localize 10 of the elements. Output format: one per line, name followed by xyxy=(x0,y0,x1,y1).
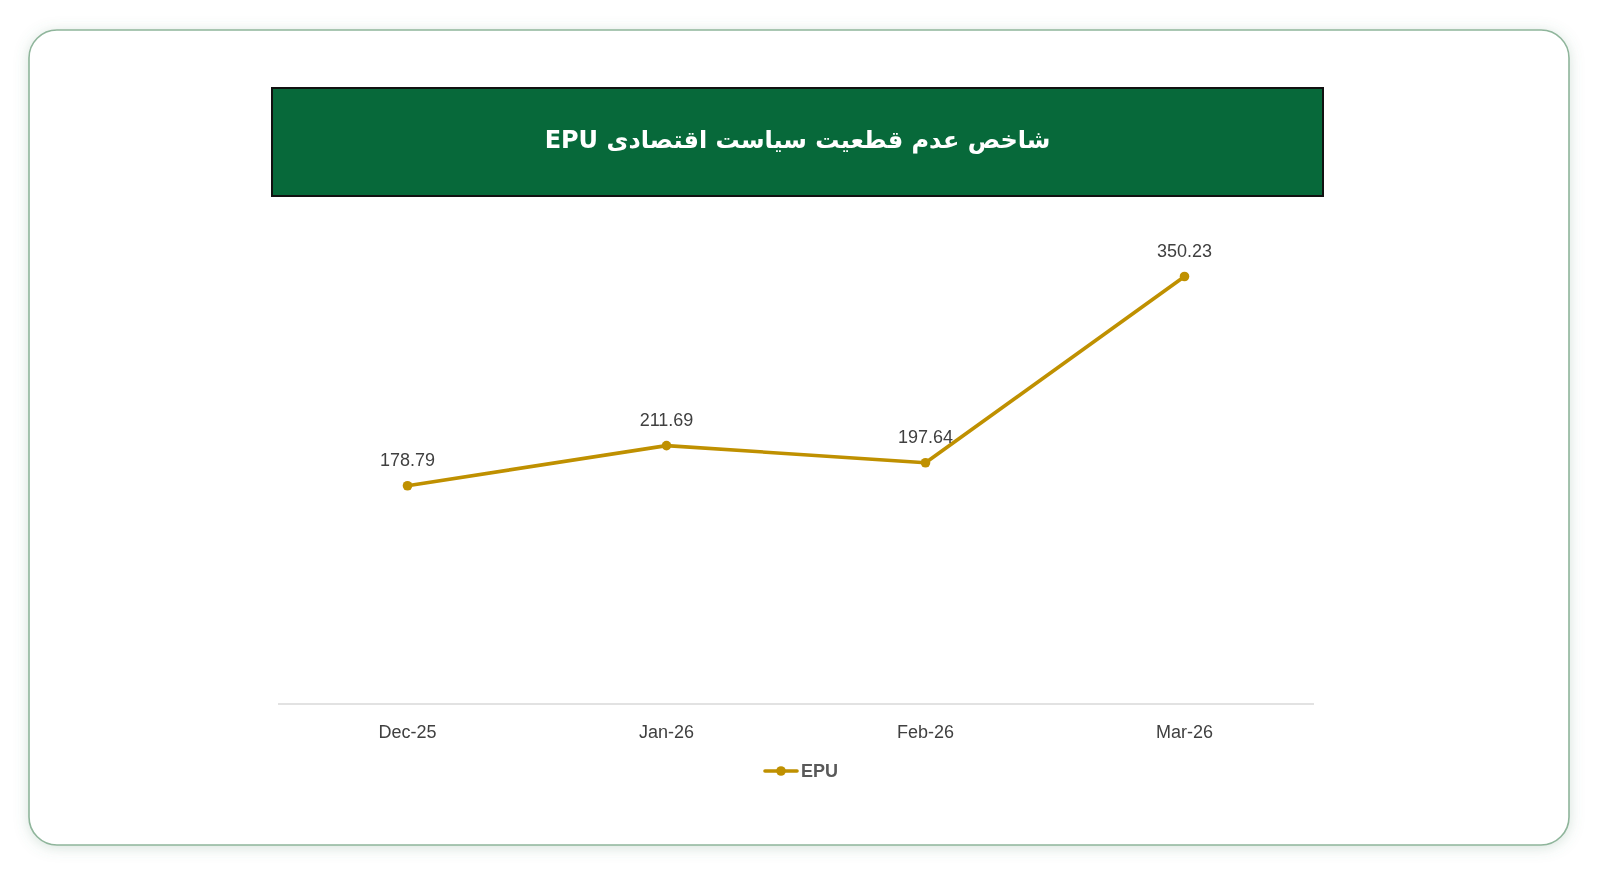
data-label: 178.79 xyxy=(379,449,436,470)
x-tick-label: Feb-26 xyxy=(897,722,954,742)
data-label: 197.64 xyxy=(897,426,954,447)
x-tick-label: Jan-26 xyxy=(639,722,694,742)
data-label: 211.69 xyxy=(639,409,694,430)
data-label: 350.23 xyxy=(1156,240,1213,261)
x-tick-label: Mar-26 xyxy=(1156,722,1213,742)
x-tick-label: Dec-25 xyxy=(378,722,437,742)
title: شاخص عدم قطعیت سیاست اقتصادی EPU xyxy=(544,126,1051,154)
legend-label: EPU xyxy=(801,761,838,781)
